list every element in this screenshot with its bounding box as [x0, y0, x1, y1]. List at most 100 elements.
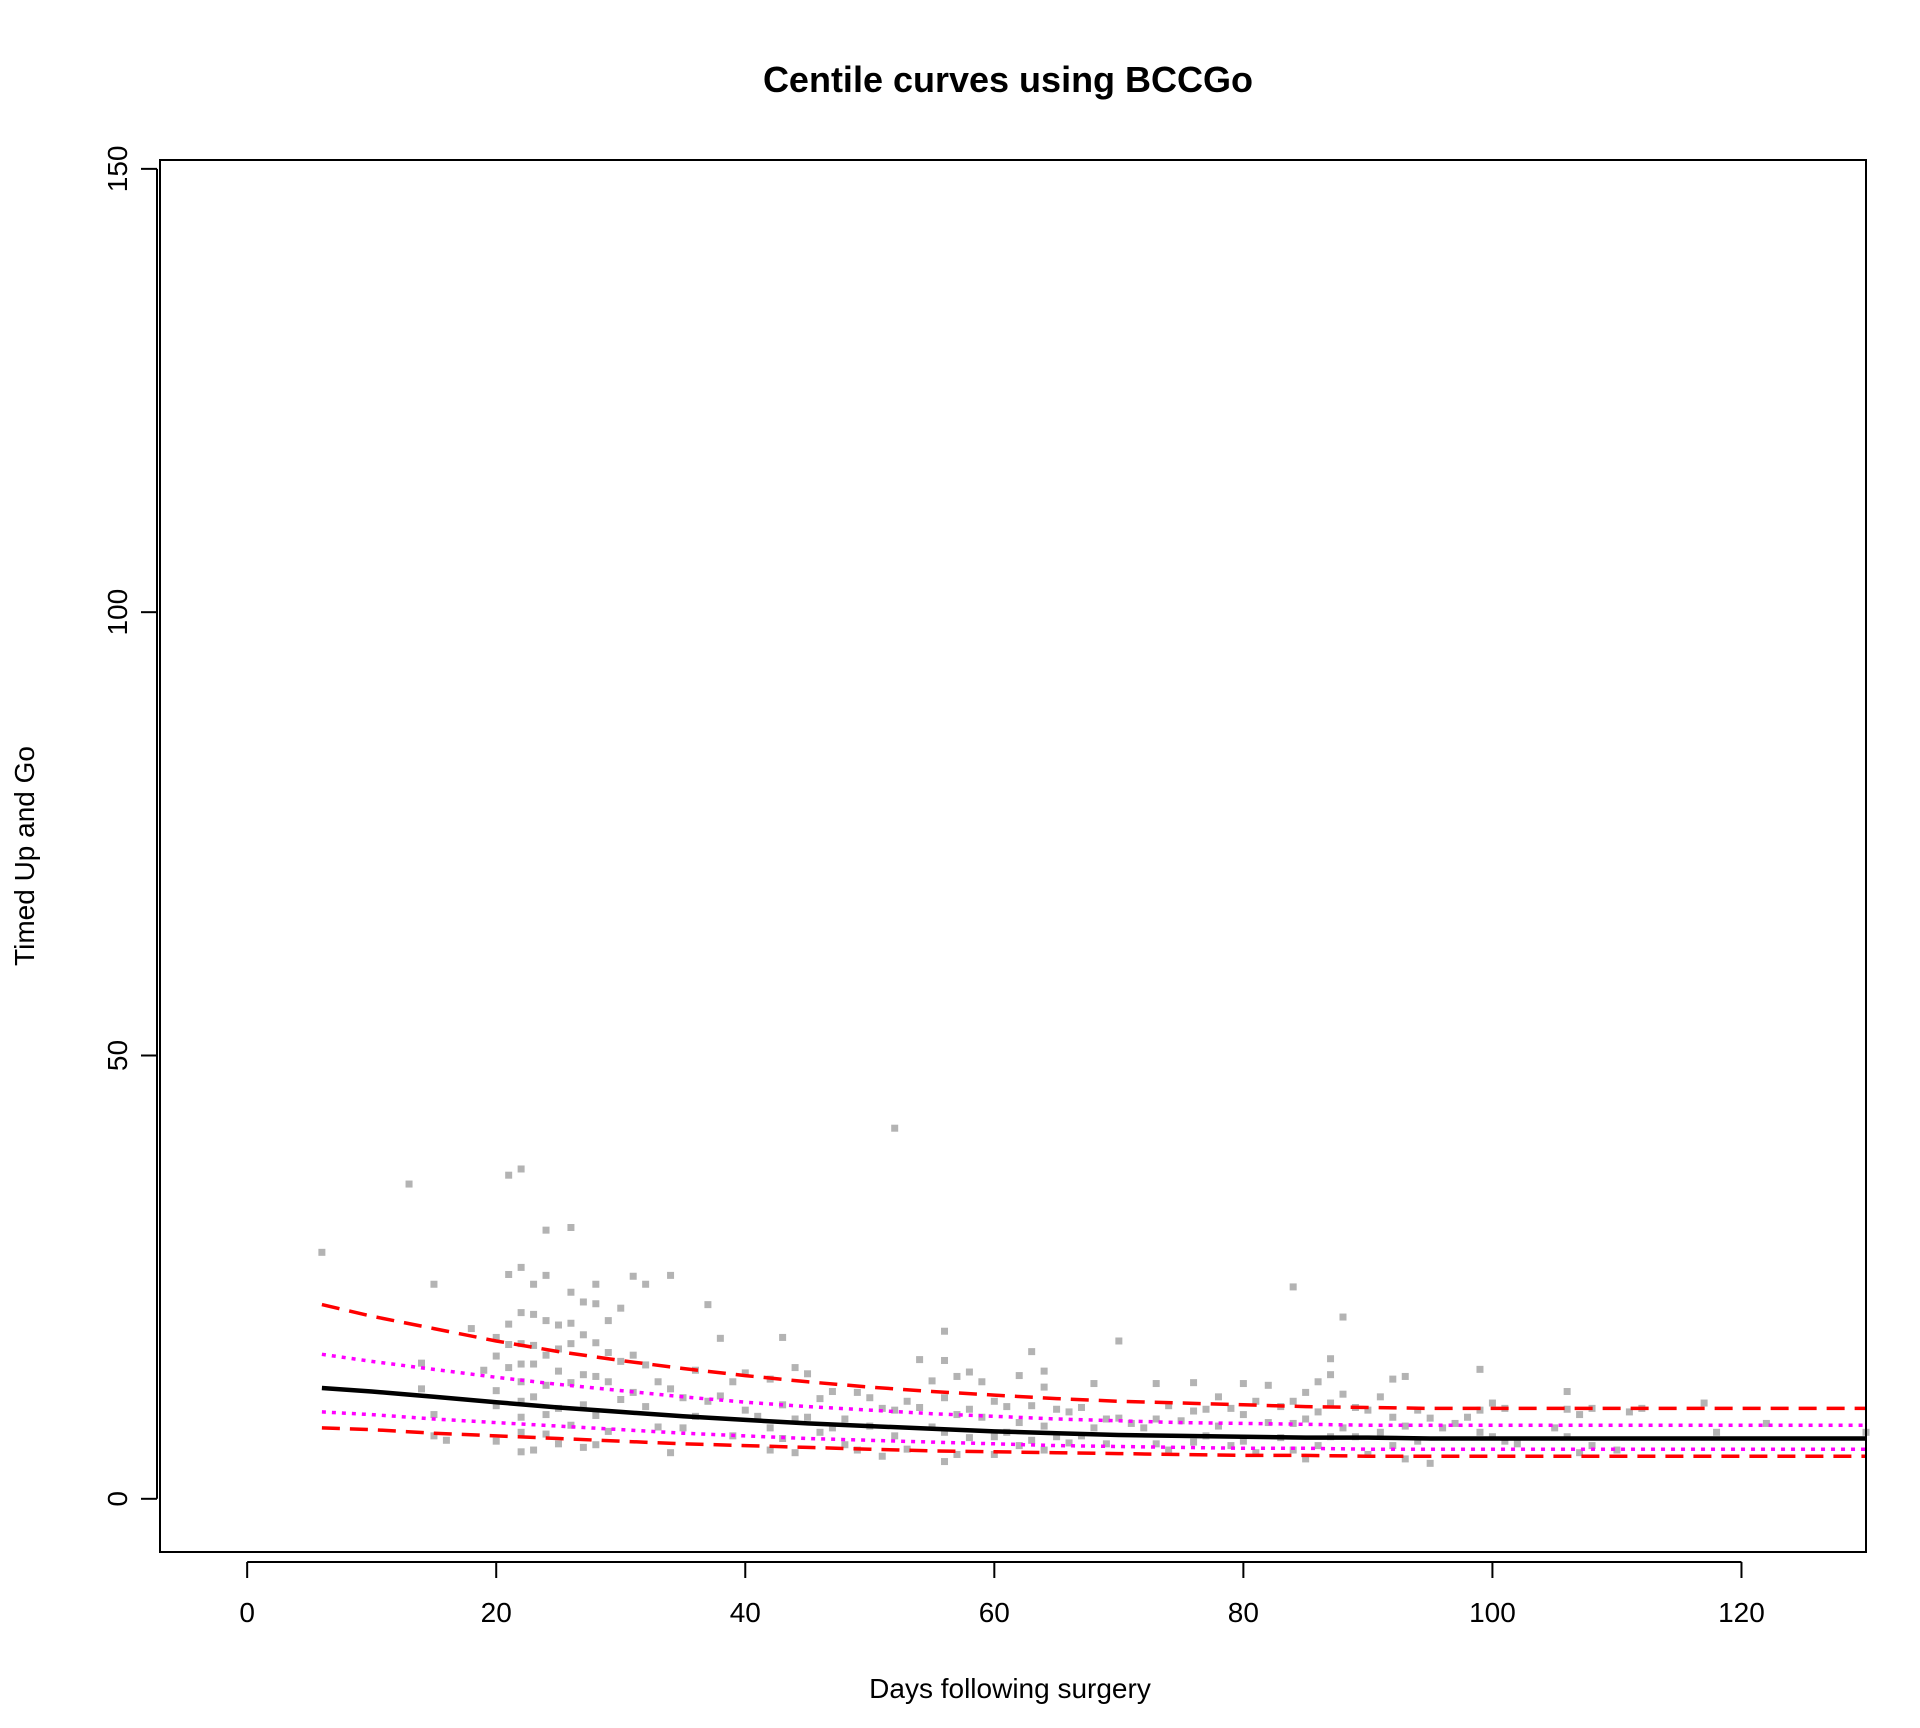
data-point	[1700, 1399, 1708, 1407]
data-point	[1090, 1380, 1098, 1388]
data-point	[878, 1404, 886, 1412]
data-point	[941, 1327, 949, 1335]
data-point	[990, 1450, 998, 1458]
data-point	[841, 1415, 849, 1423]
data-point	[1152, 1415, 1160, 1423]
data-point	[492, 1352, 500, 1360]
data-point	[642, 1280, 650, 1288]
data-point	[1264, 1419, 1272, 1427]
data-point	[517, 1165, 525, 1173]
data-point	[741, 1369, 749, 1377]
data-point	[1003, 1403, 1011, 1411]
data-point	[941, 1394, 949, 1402]
data-point	[654, 1423, 662, 1431]
data-point	[517, 1448, 525, 1456]
data-point	[1513, 1440, 1521, 1448]
data-point	[1015, 1419, 1023, 1427]
data-point	[430, 1411, 438, 1419]
data-point	[567, 1223, 575, 1231]
data-point	[517, 1309, 525, 1317]
data-point	[1339, 1424, 1347, 1432]
data-point	[1239, 1380, 1247, 1388]
data-point	[567, 1340, 575, 1348]
data-point	[1239, 1411, 1247, 1419]
data-point	[1451, 1419, 1459, 1427]
data-point	[430, 1280, 438, 1288]
data-point	[953, 1372, 961, 1380]
data-point	[1327, 1355, 1335, 1363]
data-point	[828, 1424, 836, 1432]
data-point	[1028, 1402, 1036, 1410]
data-point	[679, 1424, 687, 1432]
data-point	[492, 1437, 500, 1445]
data-point	[505, 1341, 513, 1349]
data-point	[916, 1403, 924, 1411]
data-point	[1314, 1442, 1322, 1450]
data-point	[1563, 1405, 1571, 1413]
data-point	[617, 1304, 625, 1312]
x-tick-label: 80	[1228, 1597, 1259, 1628]
data-point	[592, 1300, 600, 1308]
data-point	[1476, 1428, 1484, 1436]
data-point	[1613, 1446, 1621, 1454]
data-point	[816, 1395, 824, 1403]
centile-lines	[321, 1302, 1866, 1458]
data-point	[891, 1406, 899, 1414]
data-point	[965, 1368, 973, 1376]
data-point	[1239, 1437, 1247, 1445]
data-point	[1488, 1399, 1496, 1407]
data-point	[517, 1397, 525, 1405]
data-point	[542, 1317, 550, 1325]
data-point	[604, 1427, 612, 1435]
data-point	[1302, 1455, 1310, 1463]
data-point	[1625, 1408, 1633, 1416]
data-point	[505, 1364, 513, 1372]
data-point	[741, 1406, 749, 1414]
data-point	[1339, 1390, 1347, 1398]
data-point	[1426, 1459, 1434, 1467]
data-point	[492, 1333, 500, 1341]
data-point	[1389, 1413, 1397, 1421]
data-point	[1202, 1405, 1210, 1413]
data-point	[579, 1331, 587, 1339]
data-point	[1389, 1375, 1397, 1383]
data-point	[1252, 1449, 1260, 1457]
data-point	[1576, 1411, 1584, 1419]
data-point	[579, 1443, 587, 1451]
data-point	[1501, 1437, 1509, 1445]
data-point	[1140, 1424, 1148, 1432]
data-point	[1102, 1440, 1110, 1448]
data-point	[1401, 1422, 1409, 1430]
data-point	[1252, 1397, 1260, 1405]
data-point	[1401, 1372, 1409, 1380]
data-point	[517, 1413, 525, 1421]
data-point	[505, 1270, 513, 1278]
data-point	[1314, 1408, 1322, 1416]
data-point	[592, 1441, 600, 1449]
x-tick-label: 0	[239, 1597, 255, 1628]
data-point	[729, 1378, 737, 1386]
data-point	[1302, 1388, 1310, 1396]
data-point	[592, 1372, 600, 1380]
data-point	[1762, 1419, 1770, 1427]
x-axis: 0 20 40 60 80 100 120	[239, 1561, 1765, 1628]
data-point	[579, 1298, 587, 1306]
data-point	[517, 1428, 525, 1436]
data-point	[554, 1345, 562, 1353]
data-point	[667, 1271, 675, 1279]
data-point	[1065, 1408, 1073, 1416]
data-point	[1476, 1365, 1484, 1373]
data-point	[716, 1334, 724, 1342]
data-point	[554, 1321, 562, 1329]
data-point	[1102, 1415, 1110, 1423]
data-point	[716, 1392, 724, 1400]
data-point	[1339, 1313, 1347, 1321]
data-point	[579, 1371, 587, 1379]
x-tick-label: 100	[1469, 1597, 1516, 1628]
data-point	[542, 1411, 550, 1419]
data-point	[604, 1349, 612, 1357]
data-point	[1227, 1404, 1235, 1412]
data-point	[1190, 1407, 1198, 1415]
data-point	[1314, 1378, 1322, 1386]
